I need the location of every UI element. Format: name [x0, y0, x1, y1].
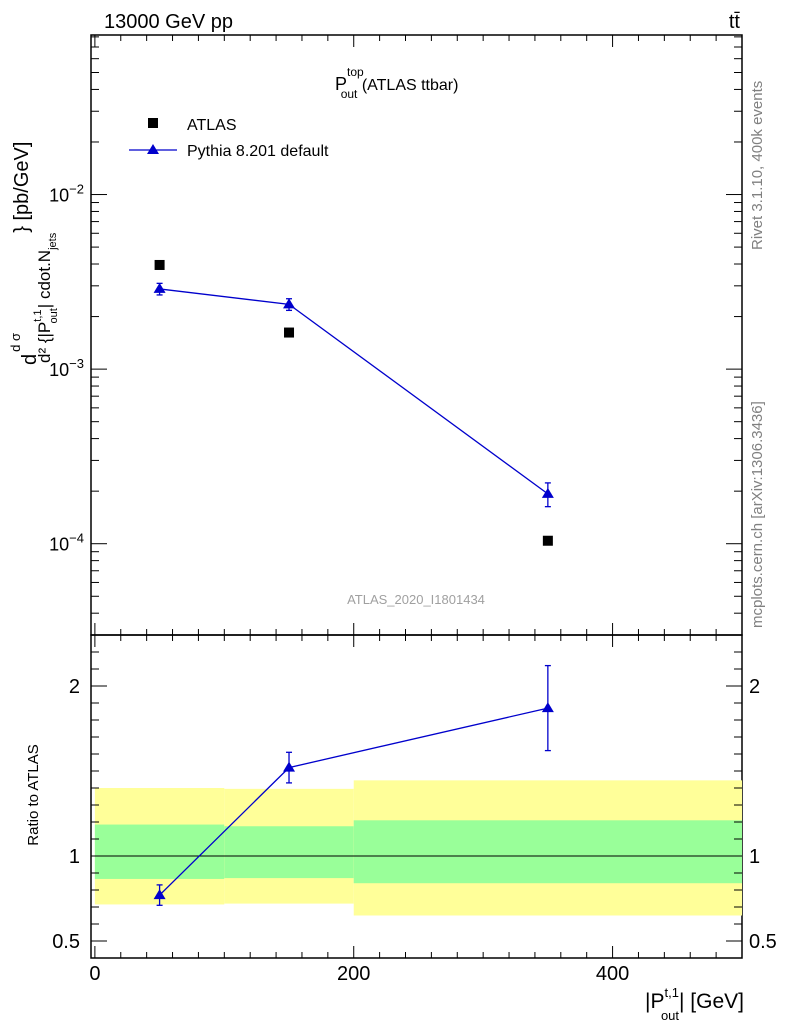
plot-title: Ptop out (ATLAS ttbar) — [335, 65, 458, 101]
energy-label: 13000 GeV pp — [104, 11, 233, 33]
ratio-y-tick-label-right: 0.5 — [749, 931, 777, 953]
x-axis-label: |Pt,1 out| [GeV] — [645, 985, 744, 1023]
main-ylabel: dd σ d² {|Pt,1 out| cdot.Njets} [pb/GeV] — [8, 142, 60, 365]
analysis-watermark: ATLAS_2020_I1801434 — [347, 592, 485, 607]
atlas-data-point — [542, 535, 553, 546]
process-label: tt̄ — [729, 11, 741, 33]
ratio-y-tick-label: 0.5 — [52, 931, 80, 953]
atlas-data-point — [284, 327, 295, 338]
pythia-line — [159, 288, 549, 495]
x-tick-label: 0 — [89, 963, 100, 985]
pythia-data-point — [153, 282, 166, 293]
legend-pythia-marker — [147, 144, 159, 154]
ratio-ylabel: Ratio to ATLAS — [25, 744, 42, 845]
ratio-y-tick-label: 2 — [69, 676, 80, 698]
atlas-data-point — [154, 259, 165, 270]
y-tick-label: 10−3 — [49, 356, 84, 380]
mcplots-label: mcplots.cern.ch [arXiv:1306.3436] — [749, 401, 766, 628]
ratio-band-green — [224, 826, 354, 879]
x-tick-label: 200 — [337, 963, 370, 985]
ratio-band-green — [94, 824, 225, 879]
ratio-data-point — [153, 889, 166, 900]
ratio-plot-layer: 0 200 400 0.5 0.5 1 1 2 2 — [52, 634, 777, 985]
ratio-y-tick-label-right: 1 — [749, 846, 760, 868]
pythia-data-point — [283, 298, 296, 309]
y-tick-label: 10−2 — [49, 182, 84, 206]
legend: ATLAS Pythia 8.201 default — [129, 117, 329, 160]
y-tick-label: 10−4 — [49, 531, 84, 555]
main-ylabel-text: dd σ d² {|Pt,1 out| cdot.Njets} [pb/GeV] — [8, 142, 60, 365]
legend-atlas-label: ATLAS — [187, 117, 237, 134]
ratio-data-point — [541, 702, 554, 713]
rivet-label: Rivet 3.1.10, 400k events — [749, 81, 766, 250]
x-tick-label: 400 — [596, 963, 629, 985]
main-plot-layer: 10−2 10−3 10−4 — [49, 35, 743, 636]
pythia-data-point — [541, 487, 554, 498]
ratio-data-point — [283, 761, 296, 772]
legend-pythia-label: Pythia 8.201 default — [187, 143, 329, 160]
ratio-band-green — [353, 820, 742, 884]
ratio-y-tick-label-right: 2 — [749, 676, 760, 698]
ratio-y-tick-label: 1 — [69, 846, 80, 868]
legend-atlas-marker — [148, 118, 158, 128]
